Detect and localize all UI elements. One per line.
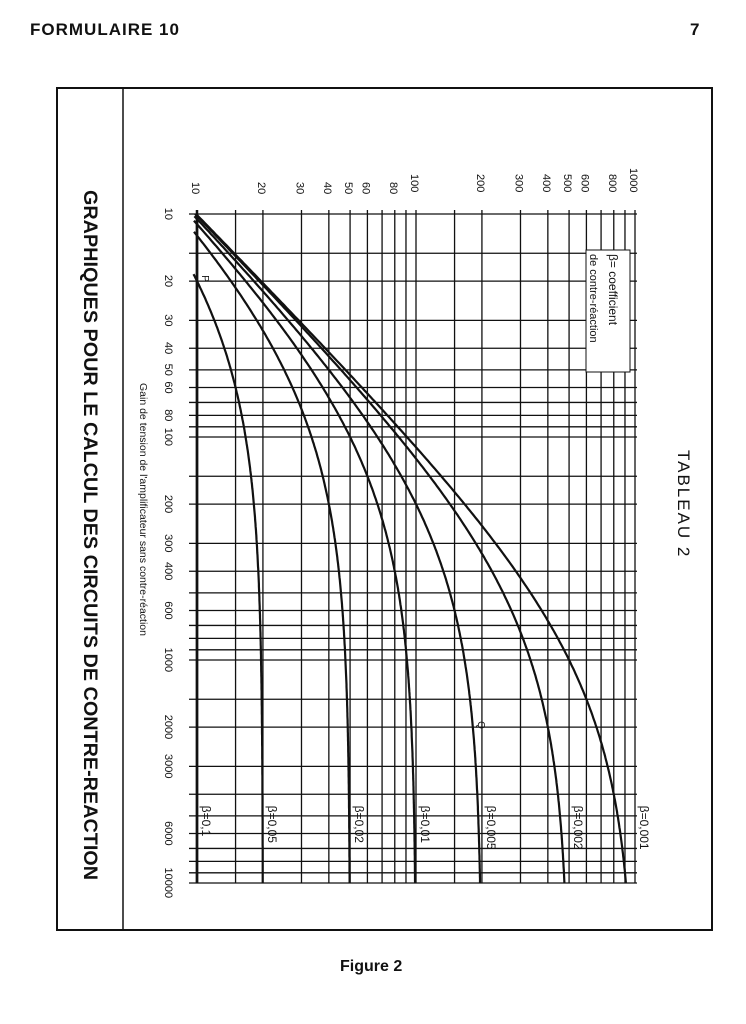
- outer-frame: [56, 87, 713, 931]
- x-tick-label: 6000: [162, 821, 174, 845]
- x-tick-label: 60: [162, 381, 174, 393]
- curve-series: [193, 215, 482, 883]
- y-tick-label: 200: [474, 174, 486, 192]
- x-tick-label: 3000: [162, 754, 174, 778]
- y-tick-label: 100: [408, 174, 420, 192]
- series-label: β=0,1: [199, 806, 213, 837]
- y-tick-label: 800: [606, 174, 618, 192]
- x-tick-label: 200: [162, 495, 174, 513]
- curve-series: [194, 213, 566, 884]
- x-tick-label: 300: [162, 534, 174, 552]
- curve-series: [193, 231, 351, 883]
- series-label: β=0,02: [352, 806, 366, 844]
- curve-series: [195, 213, 627, 884]
- y-tick-label: 50: [342, 182, 354, 194]
- page-number: 7: [690, 20, 701, 39]
- y-tick-label: 60: [359, 182, 371, 194]
- y-tick-label: 500: [561, 174, 573, 192]
- curve-series: [193, 219, 417, 884]
- legend-box: [585, 249, 631, 373]
- x-tick-label: 80: [162, 409, 174, 421]
- legend-text: de contre-réaction: [587, 254, 599, 343]
- x-axis-title: Gain de tension de l'amplificateur sans …: [137, 383, 149, 636]
- x-tick-label: 600: [162, 601, 174, 619]
- x-tick-label: 40: [162, 342, 174, 354]
- x-tick-label: 10000: [162, 868, 174, 899]
- y-tick-label: 20: [255, 182, 267, 194]
- y-tick-label: 40: [321, 182, 333, 194]
- x-tick-label: 50: [162, 364, 174, 376]
- point-label: Q: [475, 721, 486, 729]
- x-tick-label: 100: [162, 428, 174, 446]
- x-tick-label: 20: [162, 275, 174, 287]
- series-label: β=0,002: [571, 806, 585, 850]
- x-tick-label: 10: [162, 208, 174, 220]
- series-label: β=0,01: [418, 806, 432, 844]
- point-label: P: [199, 275, 210, 282]
- y-tick-label: 30: [293, 182, 305, 194]
- x-tick-label: 30: [162, 314, 174, 326]
- y-tick-label: 400: [540, 174, 552, 192]
- x-tick-label: 2000: [162, 715, 174, 739]
- x-tick-label: 1000: [162, 648, 174, 672]
- x-tick-label: 400: [162, 562, 174, 580]
- y-tick-label: 300: [512, 174, 524, 192]
- chart-title: GRAPHIQUES POUR LE CALCUL DES CIRCUITS D…: [79, 190, 100, 880]
- y-tick-label: 80: [387, 182, 399, 194]
- series-label: β=0,001: [637, 806, 651, 850]
- y-tick-label: 1000: [627, 168, 639, 192]
- table-label: TABLEAU 2: [674, 450, 693, 558]
- y-tick-label: 600: [578, 174, 590, 192]
- y-tick-label: 10: [189, 182, 201, 194]
- series-label: β=0,05: [265, 806, 279, 844]
- series-label: β=0,005: [484, 806, 498, 850]
- legend-text: β= coefficient: [606, 254, 620, 326]
- figure-caption: Figure 2: [340, 958, 403, 975]
- header-title: FORMULAIRE 10: [30, 20, 180, 39]
- curve-series: [192, 273, 264, 883]
